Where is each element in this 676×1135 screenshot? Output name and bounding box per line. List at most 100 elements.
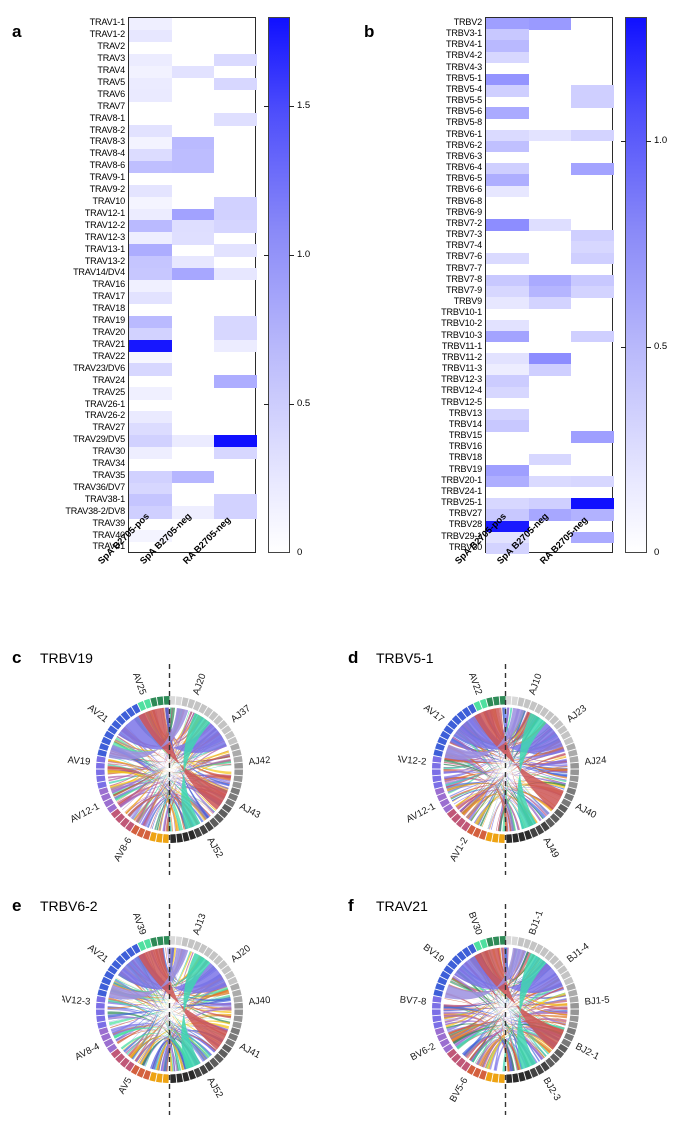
row-label: TRAV30 <box>92 446 126 457</box>
row-label: TRAV16 <box>92 279 126 290</box>
row-label: TRAV19 <box>92 315 126 326</box>
heatmap-cell <box>528 18 572 30</box>
chord-segment-label: AV39 <box>130 911 148 936</box>
chord-segment-label: AJ52 <box>204 836 224 860</box>
chord-segment-label: BV5-6 <box>448 1076 471 1105</box>
colorbar-tick <box>646 346 651 348</box>
heatmap-cell <box>571 96 614 108</box>
heatmap-cell <box>214 113 257 126</box>
chord-segment-label: AJ13 <box>191 912 209 936</box>
heatmap-cell <box>528 286 572 298</box>
chord-segment-label: AV12-1 <box>69 801 102 825</box>
chord-segment-label: BJ2-3 <box>540 1076 562 1103</box>
row-label: TRBV11-1 <box>441 340 482 351</box>
row-label: TRBV14 <box>448 418 482 429</box>
heatmap-cell <box>486 364 529 376</box>
heatmap-cell <box>528 219 572 231</box>
colorbar-tick-label: 1.5 <box>297 100 311 112</box>
heatmap-cell <box>528 297 572 309</box>
row-label: TRBV20-1 <box>441 474 482 485</box>
row-label: TRBV5-4 <box>446 83 482 94</box>
heatmap-cell <box>528 129 572 142</box>
panel-c-title: TRBV19 <box>40 650 93 666</box>
row-label: TRAV10 <box>92 196 126 207</box>
chord-ribbons <box>107 947 232 1072</box>
row-label: TRBV6-1 <box>446 128 482 139</box>
row-label: TRBV12-4 <box>441 385 482 396</box>
colorbar-tick <box>264 404 269 406</box>
heatmap-cell <box>486 85 529 97</box>
heatmap-cell <box>214 244 257 257</box>
row-label: TRAV1-2 <box>89 29 126 40</box>
heatmap-cell <box>129 482 172 495</box>
heatmap-cell <box>486 353 529 365</box>
row-label: TRBV5-6 <box>446 106 482 117</box>
panel-letter-f: f <box>348 896 354 915</box>
row-label: TRBV7-7 <box>446 262 482 273</box>
chord-outer-ring <box>96 696 243 843</box>
row-label: TRBV19 <box>448 463 482 474</box>
chord-segment-label: AV25 <box>130 671 148 696</box>
row-label: TRBV6-9 <box>446 206 482 217</box>
chord-segment-label: BJ1-5 <box>584 995 610 1008</box>
heatmap-cell <box>214 77 257 90</box>
row-label: TRBV2 <box>453 16 483 27</box>
heatmap-cell <box>171 149 215 162</box>
heatmap-cell <box>571 330 614 343</box>
colorbar-tick <box>646 140 651 142</box>
row-label: TRBV10-1 <box>441 307 482 318</box>
heatmap-cell <box>129 160 172 174</box>
row-label: TRAV14/DV4 <box>73 267 125 278</box>
heatmap-cell <box>129 411 172 424</box>
heatmap-cell <box>129 506 172 519</box>
colorbar-tick-label: 0.5 <box>654 340 668 352</box>
heatmap-cell <box>129 29 172 43</box>
row-label: TRAV12-2 <box>84 219 125 230</box>
row-label: TRAV22 <box>92 350 126 361</box>
row-label: TRBV6-5 <box>446 173 482 184</box>
heatmap-cell <box>129 65 172 78</box>
chord-segment-label: AJ37 <box>229 703 253 725</box>
heatmap-cell <box>129 494 172 507</box>
chord-segment-label: AJ20 <box>229 943 253 965</box>
row-label: TRAV3 <box>97 53 125 64</box>
heatmap-cell <box>129 53 172 67</box>
row-label: TRAV13-2 <box>84 255 125 266</box>
row-label: TRAV25 <box>92 386 126 397</box>
heatmap-cell <box>486 129 529 142</box>
chord-ribbons <box>443 947 568 1072</box>
heatmap-cell <box>129 184 172 198</box>
heatmap-cell <box>486 375 529 387</box>
heatmap-cell <box>571 475 614 488</box>
heatmap-cell <box>571 129 614 142</box>
heatmap-cell <box>486 185 529 198</box>
heatmap-cell <box>129 387 172 400</box>
heatmap-cell <box>129 470 172 483</box>
colorbar-tick <box>264 255 269 257</box>
panel-letter-e: e <box>12 896 22 915</box>
row-label: TRAV29/DV5 <box>73 434 125 445</box>
chord-segment-label: AV21 <box>85 702 110 725</box>
row-label: TRAV8-6 <box>89 160 126 171</box>
heatmap-cell <box>129 149 172 162</box>
row-label: TRAV38-1 <box>84 493 125 504</box>
row-label: TRBV6-2 <box>446 139 482 150</box>
heatmap-cell <box>486 319 529 332</box>
heatmap-cell <box>486 286 529 298</box>
chord-segment-label: AJ41 <box>238 1041 262 1061</box>
heatmap-cell <box>486 420 529 432</box>
row-label: TRBV5-1 <box>446 72 482 83</box>
row-label: TRBV27 <box>448 508 482 519</box>
row-label: TRBV13 <box>448 407 482 418</box>
panel-d-title: TRBV5-1 <box>376 650 434 666</box>
heatmap-cell <box>486 252 529 265</box>
heatmap-cell <box>486 174 529 186</box>
panel-e-title: TRBV6-2 <box>40 898 98 914</box>
row-label: TRBV3-1 <box>446 28 482 39</box>
row-label: TRBV29-1 <box>441 530 482 541</box>
heatmap-cell <box>571 252 614 265</box>
heatmap-cell <box>214 327 257 340</box>
chord-inner-ring <box>104 704 235 835</box>
heatmap-cell <box>171 506 215 519</box>
heatmap-cell <box>528 353 572 365</box>
